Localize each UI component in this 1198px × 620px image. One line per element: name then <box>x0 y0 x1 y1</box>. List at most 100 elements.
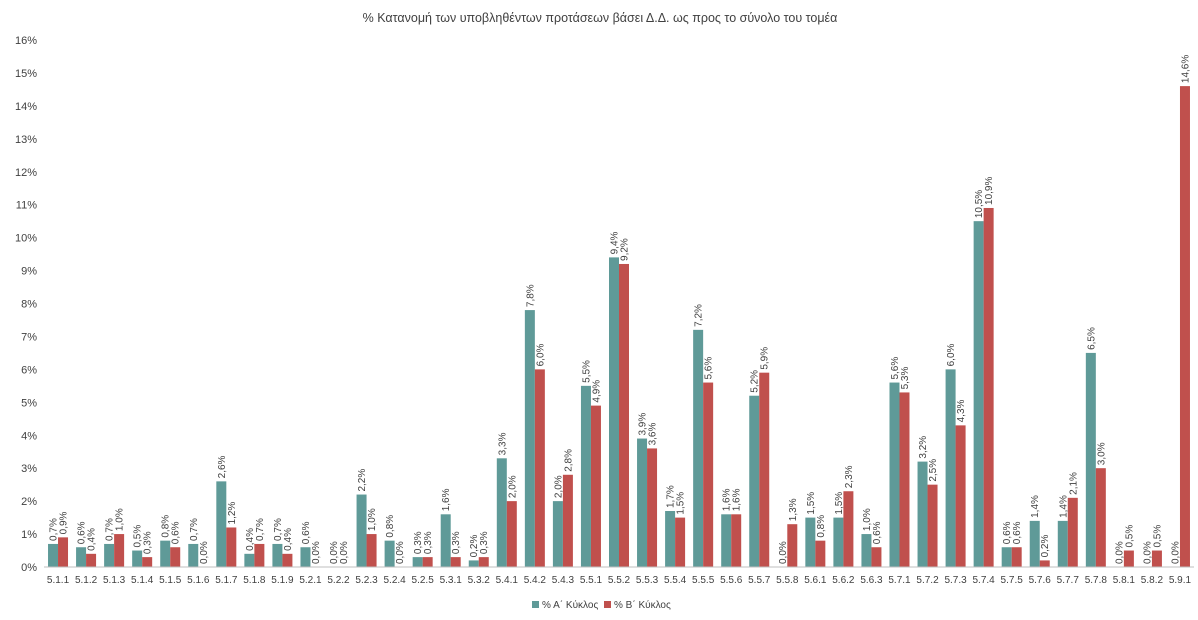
x-tick-label: 5.7.7 <box>1057 575 1080 586</box>
data-label: 14,6% <box>1180 55 1191 83</box>
data-label: 0,5% <box>1124 525 1135 548</box>
bar-series-b <box>843 491 854 567</box>
x-tick-label: 5.4.2 <box>524 575 547 586</box>
y-tick-label: 14% <box>15 101 37 113</box>
bar-series-a <box>833 517 844 567</box>
y-tick-label: 7% <box>21 331 37 343</box>
data-label: 0,6% <box>77 521 88 544</box>
x-tick-label: 5.6.1 <box>804 575 827 586</box>
data-label: 0,6% <box>301 521 312 544</box>
x-tick-label: 5.2.4 <box>383 575 406 586</box>
x-tick-label: 5.7.6 <box>1029 575 1052 586</box>
bar-series-b <box>422 557 433 567</box>
chart-title: % Κατανομή των υποβληθέντων προτάσεων βά… <box>363 11 838 25</box>
bar-series-a <box>1001 547 1012 567</box>
bar-series-a <box>272 543 283 567</box>
data-label: 0,0% <box>311 541 322 564</box>
bar-series-b <box>478 557 489 567</box>
data-label: 0,3% <box>451 531 462 554</box>
data-label: 0,3% <box>423 531 434 554</box>
x-tick-label: 5.1.1 <box>47 575 70 586</box>
data-label: 1,4% <box>1030 495 1041 518</box>
data-label: 0,0% <box>1142 541 1153 564</box>
data-label: 5,5% <box>581 360 592 383</box>
bar-series-b <box>927 484 938 567</box>
x-tick-label: 5.7.8 <box>1085 575 1108 586</box>
data-label: 9,2% <box>620 238 631 261</box>
data-label: 1,4% <box>1058 495 1069 518</box>
bar-series-a <box>300 547 311 567</box>
x-tick-label: 5.7.5 <box>1001 575 1024 586</box>
data-label: 2,5% <box>928 459 939 482</box>
legend-label-series-b: % Β΄ Κύκλος <box>614 599 671 611</box>
bar-series-a <box>244 553 255 567</box>
bar-series-b <box>955 425 966 567</box>
legend-swatch-series-b <box>604 601 611 608</box>
x-tick-label: 5.6.2 <box>832 575 855 586</box>
data-label: 0,0% <box>329 541 340 564</box>
data-labels-group: 0,7% 0,9% 0,6% 0,4% 0,7% 1,0%0,5% 0,3%0,8% 0,6%… <box>49 55 1192 564</box>
data-label: 2,6% <box>217 455 228 478</box>
bar-series-a <box>440 514 451 567</box>
bars-group <box>48 86 1190 568</box>
bar-series-b <box>1011 547 1022 567</box>
bar-series-b <box>983 207 994 567</box>
data-label: 1,3% <box>788 498 799 521</box>
bar-series-b <box>534 369 545 567</box>
data-label: 2,0% <box>507 475 518 498</box>
bar-series-a <box>76 547 87 567</box>
bar-series-a <box>945 369 956 567</box>
data-label: 3,6% <box>648 423 659 446</box>
data-label: 9,4% <box>610 231 621 254</box>
data-label: 1,2% <box>227 502 238 525</box>
y-axis: 0% 1% 2% 3% 4% 5% 6% 7% 8% 9% 10% 11% 12% 13% 14% 15% 16… <box>15 35 37 574</box>
y-tick-label: 6% <box>21 364 37 376</box>
x-tick-label: 5.5.5 <box>692 575 715 586</box>
bar-series-a <box>665 511 676 567</box>
bar-series-a <box>524 310 535 567</box>
data-label: 0,2% <box>469 535 480 558</box>
x-tick-label: 5.2.3 <box>355 575 378 586</box>
bar-series-b <box>815 540 826 567</box>
bar-series-b <box>590 405 601 567</box>
data-label: 0,3% <box>143 531 154 554</box>
data-label: 0,3% <box>413 531 424 554</box>
x-tick-label: 5.1.9 <box>271 575 294 586</box>
bar-series-a <box>552 501 563 567</box>
bar-series-a <box>356 494 367 567</box>
bar-series-a <box>384 540 395 567</box>
data-label: 4,9% <box>591 380 602 403</box>
x-tick-label: 5.2.2 <box>327 575 350 586</box>
bar-series-a <box>468 560 479 567</box>
data-label: 1,5% <box>676 492 687 515</box>
bar-series-b <box>366 534 377 567</box>
data-label: 0,4% <box>245 528 256 551</box>
x-tick-label: 5.5.6 <box>720 575 743 586</box>
bar-series-b <box>899 392 910 567</box>
bar-series-b <box>506 501 517 567</box>
bar-series-a <box>216 481 227 567</box>
x-tick-label: 5.4.1 <box>496 575 519 586</box>
y-tick-label: 12% <box>15 167 37 179</box>
legend-swatch-series-a <box>532 601 539 608</box>
bar-series-a <box>580 385 591 567</box>
y-tick-label: 2% <box>21 496 37 508</box>
bar-series-b <box>254 543 265 567</box>
data-label: 7,8% <box>525 284 536 307</box>
bar-series-a <box>1057 520 1068 567</box>
y-tick-label: 4% <box>21 430 37 442</box>
data-label: 5,6% <box>704 357 715 380</box>
data-label: 0,7% <box>105 518 116 541</box>
data-label: 2,2% <box>357 469 368 492</box>
data-label: 2,8% <box>563 449 574 472</box>
bar-series-a <box>749 395 760 567</box>
bar-series-a <box>917 461 928 567</box>
bar-series-b <box>1067 497 1078 567</box>
data-label: 3,9% <box>638 413 649 436</box>
data-label: 4,3% <box>956 399 967 422</box>
data-label: 6,0% <box>946 343 957 366</box>
data-label: 0,7% <box>255 518 266 541</box>
data-label: 5,6% <box>890 357 901 380</box>
bar-series-b <box>787 524 798 567</box>
x-tick-label: 5.5.1 <box>580 575 603 586</box>
